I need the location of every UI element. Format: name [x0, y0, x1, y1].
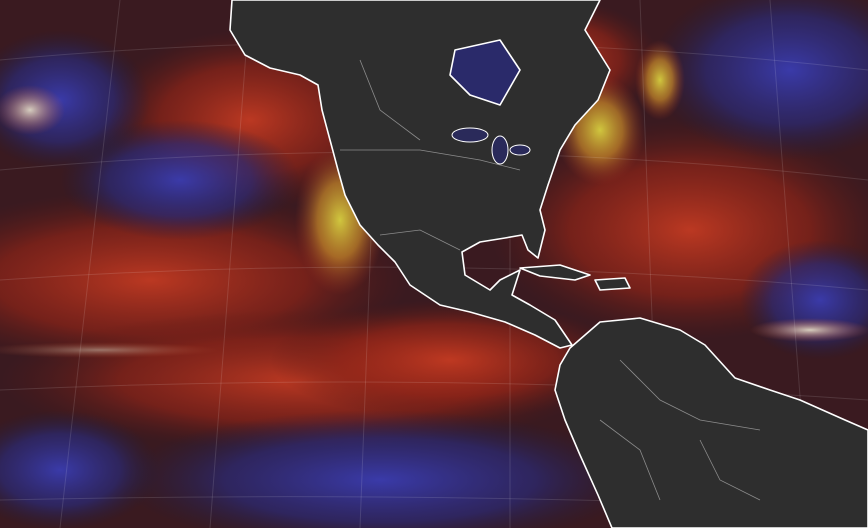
south-america	[554, 317, 868, 528]
hispaniola	[594, 277, 631, 291]
great-lakes	[451, 127, 531, 165]
borders	[340, 59, 761, 501]
hudson-bay-water	[449, 39, 521, 106]
north-america	[229, 0, 611, 349]
land	[229, 0, 868, 528]
cuba	[519, 264, 591, 281]
